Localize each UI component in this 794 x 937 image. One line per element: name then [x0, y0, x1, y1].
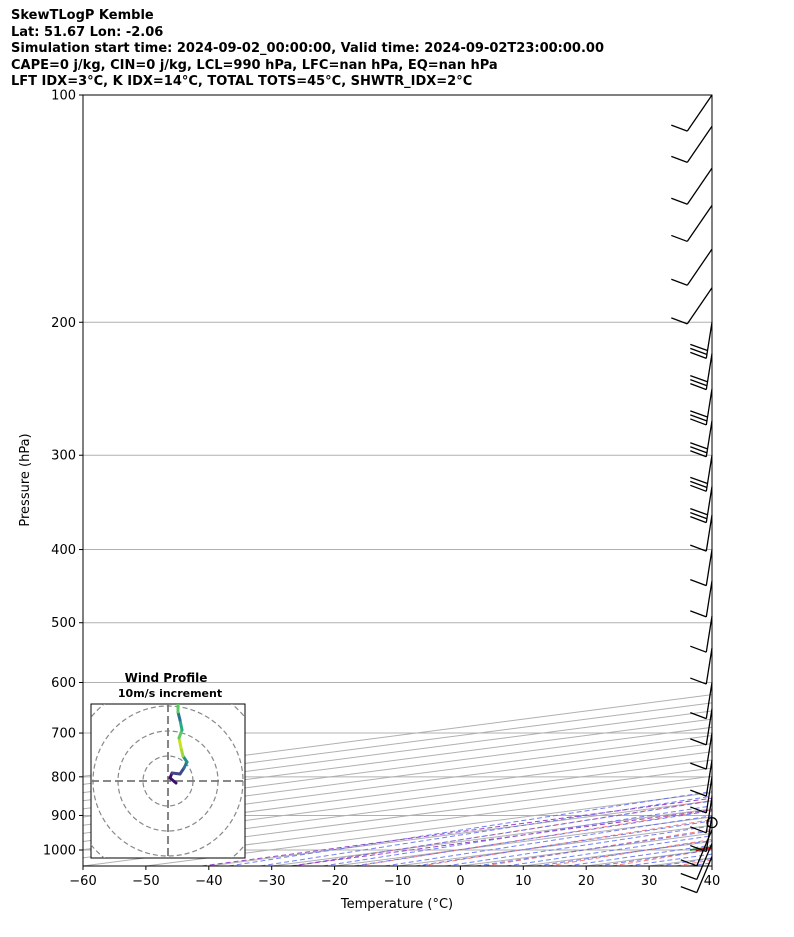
y-tick-label: 600 — [51, 676, 76, 691]
wind-barb — [690, 420, 713, 458]
isotherm-gridline — [586, 849, 712, 866]
isotherm-gridline — [334, 816, 712, 866]
isotherm-gridline — [83, 702, 712, 785]
x-tick-label: −20 — [321, 874, 348, 889]
dry-adiabat — [612, 849, 712, 866]
moist-adiabat — [689, 862, 712, 866]
isotherm-gridline — [83, 718, 712, 802]
y-tick-label: 500 — [51, 616, 76, 631]
moist-adiabat — [627, 853, 712, 866]
wind-barb — [671, 248, 713, 286]
dry-adiabat — [293, 799, 712, 866]
indices-line-1: CAPE=0 j/kg, CIN=0 j/kg, LCL=990 hPa, LF… — [11, 57, 498, 73]
moist-adiabat — [506, 835, 712, 866]
x-tick-label: −10 — [384, 874, 411, 889]
wind-barb — [690, 759, 713, 797]
moist-adiabat — [322, 805, 712, 866]
moist-adiabat — [536, 839, 712, 866]
x-tick-label: 10 — [515, 874, 532, 889]
wind-barb — [690, 708, 713, 746]
chart-header: SkewTLogP Kemble Lat: 51.67 Lon: -2.06 S… — [11, 8, 604, 91]
wind-barb — [690, 615, 713, 653]
isotherm-gridline — [83, 734, 712, 818]
x-tick-label: 30 — [641, 874, 658, 889]
hodograph-title: Wind Profile — [125, 671, 208, 685]
isotherm-gridline — [460, 832, 712, 866]
isotherm-gridline — [649, 857, 712, 866]
wind-barb — [690, 486, 713, 524]
wind-barb — [671, 204, 713, 243]
x-tick-label: 20 — [578, 874, 595, 889]
y-tick-label: 300 — [51, 449, 76, 464]
wind-barb — [690, 647, 713, 685]
moist-adiabat — [752, 95, 794, 866]
y-tick-label: 700 — [51, 727, 76, 742]
wind-barb — [671, 125, 713, 163]
isotherm-gridline — [208, 800, 712, 866]
wind-barb — [690, 580, 713, 618]
moist-adiabat — [384, 815, 712, 866]
wind-barb — [690, 549, 713, 587]
mixing-ratio-line — [290, 809, 712, 866]
y-axis-label: Pressure (hPa) — [18, 433, 33, 526]
wind-barb — [680, 843, 713, 881]
hodograph-subtitle: 10m/s increment — [118, 687, 222, 700]
wind-barb — [690, 776, 713, 814]
dry-adiabat — [740, 95, 794, 866]
x-tick-label: 40 — [704, 874, 721, 889]
location-label: Lat: 51.67 Lon: -2.06 — [11, 24, 164, 40]
x-axis-label: Temperature (°C) — [340, 897, 453, 912]
moist-adiabat — [291, 800, 712, 866]
x-tick-label: −50 — [132, 874, 159, 889]
wind-barb — [690, 514, 713, 552]
wind-barb — [690, 353, 713, 391]
x-tick-label: −60 — [69, 874, 96, 889]
x-tick-label: −40 — [195, 874, 222, 889]
dry-adiabat — [548, 838, 712, 866]
indices-line-2: LFT IDX=3°C, K IDX=14°C, TOTAL TOTS=45°C… — [11, 74, 473, 89]
dry-adiabat — [356, 809, 712, 866]
isotherm-gridline — [711, 865, 712, 866]
moist-adiabat — [445, 825, 712, 866]
dry-adiabat — [675, 859, 712, 866]
x-tick-label: −30 — [258, 874, 285, 889]
moist-adiabat — [476, 830, 712, 866]
wind-barb — [690, 388, 713, 426]
dry-adiabat — [420, 819, 712, 866]
y-tick-label: 200 — [51, 316, 76, 331]
x-tick-label: 0 — [456, 874, 464, 889]
moist-adiabat — [720, 95, 794, 866]
wind-barb — [690, 322, 713, 359]
y-tick-label: 100 — [51, 89, 76, 104]
moist-adiabat — [354, 810, 712, 866]
isotherm-gridline — [83, 710, 712, 794]
moist-adiabat — [658, 857, 712, 866]
hodograph-trace — [178, 718, 184, 732]
isotherm-gridline — [83, 726, 712, 810]
wind-barb — [671, 94, 713, 132]
y-tick-label: 1000 — [43, 844, 76, 859]
y-tick-label: 400 — [51, 543, 76, 558]
chart-title: SkewTLogP Kemble — [11, 8, 154, 23]
mixing-ratio-line — [201, 797, 712, 866]
wind-barb — [680, 856, 713, 894]
wind-barb — [690, 796, 713, 834]
y-tick-label: 800 — [51, 770, 76, 785]
wind-barb — [680, 829, 713, 867]
time-label: Simulation start time: 2024-09-02_00:00:… — [11, 41, 604, 56]
wind-barb — [690, 455, 713, 492]
moist-adiabat — [260, 795, 712, 866]
y-tick-label: 900 — [51, 809, 76, 824]
wind-barb — [690, 732, 713, 770]
hodograph-trace — [177, 736, 183, 750]
isotherm-gridline — [83, 694, 712, 777]
wind-barb — [690, 682, 713, 720]
wind-barb — [671, 287, 713, 325]
wind-barb — [671, 167, 713, 205]
moist-adiabat — [597, 849, 712, 866]
